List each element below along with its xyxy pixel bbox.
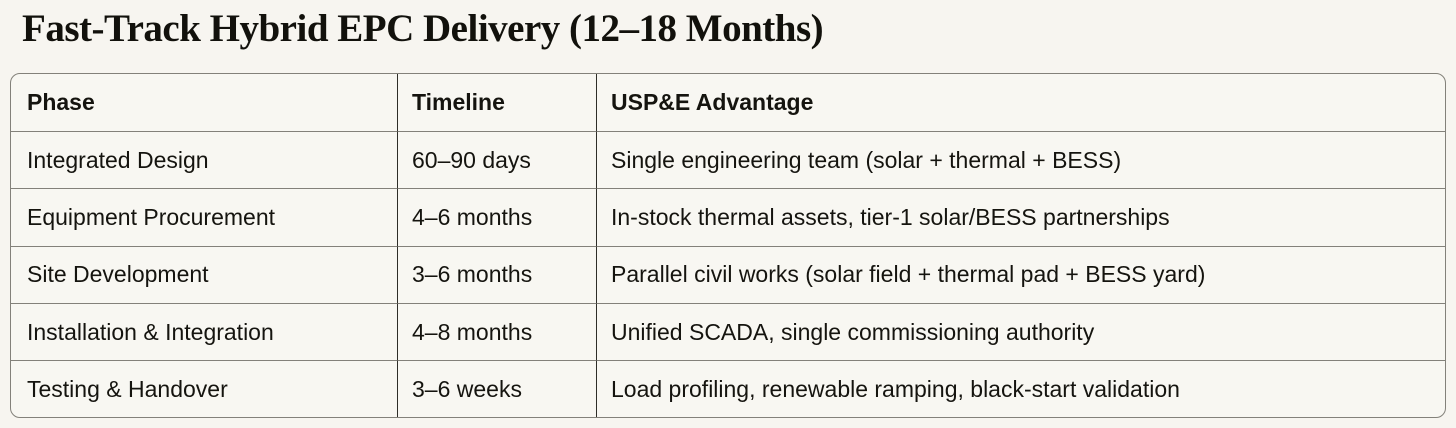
table-row-advantage: In-stock thermal assets, tier-1 solar/BE…	[596, 188, 1445, 246]
page-title: Fast-Track Hybrid EPC Delivery (12–18 Mo…	[22, 7, 824, 50]
header-cell-advantage: USP&E Advantage	[596, 74, 1445, 132]
table-row-advantage: Unified SCADA, single commissioning auth…	[596, 302, 1445, 360]
table-row-timeline: 4–8 months	[397, 302, 596, 360]
table-row-advantage: Load profiling, renewable ramping, black…	[596, 359, 1445, 417]
table-row-phase: Installation & Integration	[11, 302, 397, 360]
table-row-phase: Integrated Design	[11, 131, 397, 188]
table-row-phase: Equipment Procurement	[11, 188, 397, 245]
table-row-advantage: Parallel civil works (solar field + ther…	[596, 245, 1445, 303]
table-row-timeline: 60–90 days	[397, 131, 596, 189]
table-row-timeline: 4–6 months	[397, 188, 596, 246]
table-row-phase: Testing & Handover	[11, 359, 397, 417]
header-cell-phase: Phase	[27, 89, 95, 116]
table-row-advantage: Single engineering team (solar + thermal…	[596, 131, 1445, 189]
table-row-phase: Site Development	[11, 245, 397, 303]
header-cell-timeline: Timeline	[397, 74, 596, 132]
table-row-timeline: 3–6 weeks	[397, 359, 596, 417]
table-row-timeline: 3–6 months	[397, 245, 596, 303]
epc-delivery-table: Phase Timeline USP&E Advantage Integrate…	[10, 73, 1446, 418]
